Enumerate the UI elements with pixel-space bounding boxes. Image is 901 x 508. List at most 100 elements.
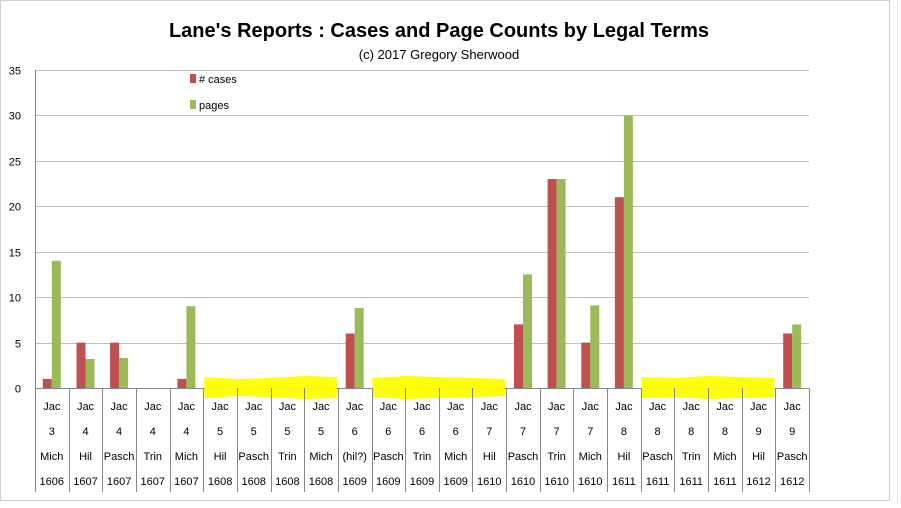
category-label: Hil xyxy=(483,451,496,463)
category-label: 4 xyxy=(150,426,156,438)
bar-pages xyxy=(51,260,61,388)
category-label: 7 xyxy=(520,426,526,438)
category-label: Jac xyxy=(413,401,431,413)
category-label: Mich xyxy=(175,451,198,463)
category-label: 1609 xyxy=(342,476,366,488)
category-label: Hil xyxy=(752,451,765,463)
category-label: Trin xyxy=(278,451,297,463)
bar-cases xyxy=(76,342,86,388)
bar-pages xyxy=(523,274,532,388)
category-label: Trin xyxy=(682,451,701,463)
category-label: 1608 xyxy=(208,476,232,488)
bar-pages xyxy=(556,179,566,388)
category-label: 4 xyxy=(116,426,122,438)
category-label: 4 xyxy=(183,426,189,438)
category-label: 1610 xyxy=(578,476,602,488)
y-tick-label: 20 xyxy=(9,202,21,214)
category-label: Mich xyxy=(579,451,602,463)
category-label: 1611 xyxy=(612,476,636,488)
category-label: Jac xyxy=(312,401,330,413)
bar-pages xyxy=(792,324,802,388)
category-label: Jac xyxy=(245,401,263,413)
y-tick-label: 30 xyxy=(9,111,21,123)
y-tick-label: 5 xyxy=(15,339,21,351)
category-label: Mich xyxy=(40,451,63,463)
category-label: 1612 xyxy=(780,476,804,488)
category-label: 5 xyxy=(217,426,223,438)
category-label: Hil xyxy=(79,451,92,463)
bar-pages xyxy=(354,308,364,388)
category-label: Jac xyxy=(447,401,465,413)
category-label: 8 xyxy=(688,426,694,438)
category-label: 1610 xyxy=(544,476,568,488)
category-label: 9 xyxy=(789,426,795,438)
bar-cases xyxy=(547,179,557,388)
category-label: Trin xyxy=(413,451,432,463)
bar-cases xyxy=(581,342,591,388)
bar-cases xyxy=(514,324,523,388)
bar-pages xyxy=(186,306,196,388)
category-label: 7 xyxy=(486,426,492,438)
highlight-mark xyxy=(204,376,337,399)
category-label: (hil?) xyxy=(342,451,366,463)
category-label: 8 xyxy=(655,426,661,438)
chart-border xyxy=(0,0,890,501)
bar-cases xyxy=(783,333,793,388)
category-label: Pasch xyxy=(238,451,269,463)
category-label: 7 xyxy=(554,426,560,438)
bar-pages xyxy=(85,358,95,388)
legend-swatch xyxy=(190,74,196,83)
category-label: 9 xyxy=(755,426,761,438)
category-label: 1609 xyxy=(443,476,467,488)
category-label: Jac xyxy=(649,401,667,413)
category-label: 1608 xyxy=(309,476,333,488)
category-label: Jac xyxy=(77,401,95,413)
category-label: Jac xyxy=(582,401,600,413)
category-label: 8 xyxy=(621,426,627,438)
y-tick-label: 35 xyxy=(9,66,21,78)
category-label: 4 xyxy=(82,426,88,438)
category-label: Jac xyxy=(548,401,566,413)
category-label: Jac xyxy=(481,401,499,413)
y-tick-label: 0 xyxy=(15,384,21,396)
bar-pages xyxy=(119,358,129,388)
category-label: 5 xyxy=(251,426,257,438)
category-label: Mich xyxy=(713,451,736,463)
category-label: Hil xyxy=(214,451,227,463)
category-label: Mich xyxy=(309,451,332,463)
category-label: Mich xyxy=(444,451,467,463)
category-label: Trin xyxy=(144,451,163,463)
category-label: Pasch xyxy=(373,451,404,463)
category-label: Pasch xyxy=(508,451,539,463)
bar-pages xyxy=(623,115,633,389)
category-label: Jac xyxy=(178,401,196,413)
category-label: 7 xyxy=(587,426,593,438)
bar-pages xyxy=(590,305,600,388)
category-label: Jac xyxy=(111,401,129,413)
category-label: 1608 xyxy=(241,476,265,488)
category-label: 1607 xyxy=(73,476,97,488)
bar-cases xyxy=(177,378,187,388)
y-tick-label: 25 xyxy=(9,157,21,169)
category-label: Pasch xyxy=(777,451,808,463)
category-label: 1609 xyxy=(376,476,400,488)
category-label: Jac xyxy=(683,401,701,413)
category-label: Jac xyxy=(212,401,230,413)
category-label: 8 xyxy=(722,426,728,438)
bar-cases xyxy=(110,342,120,388)
category-label: 1611 xyxy=(679,476,703,488)
y-tick-label: 10 xyxy=(9,293,21,305)
category-label: Jac xyxy=(43,401,61,413)
category-label: Jac xyxy=(380,401,398,413)
category-label: Jac xyxy=(514,401,532,413)
category-label: Jac xyxy=(716,401,734,413)
category-label: Jac xyxy=(615,401,633,413)
legend-swatch xyxy=(190,100,196,109)
legend-label: # cases xyxy=(199,74,237,86)
category-label: Trin xyxy=(547,451,566,463)
category-label: 5 xyxy=(318,426,324,438)
category-label: 1607 xyxy=(141,476,165,488)
category-label: Hil xyxy=(617,451,630,463)
category-label: 6 xyxy=(453,426,459,438)
